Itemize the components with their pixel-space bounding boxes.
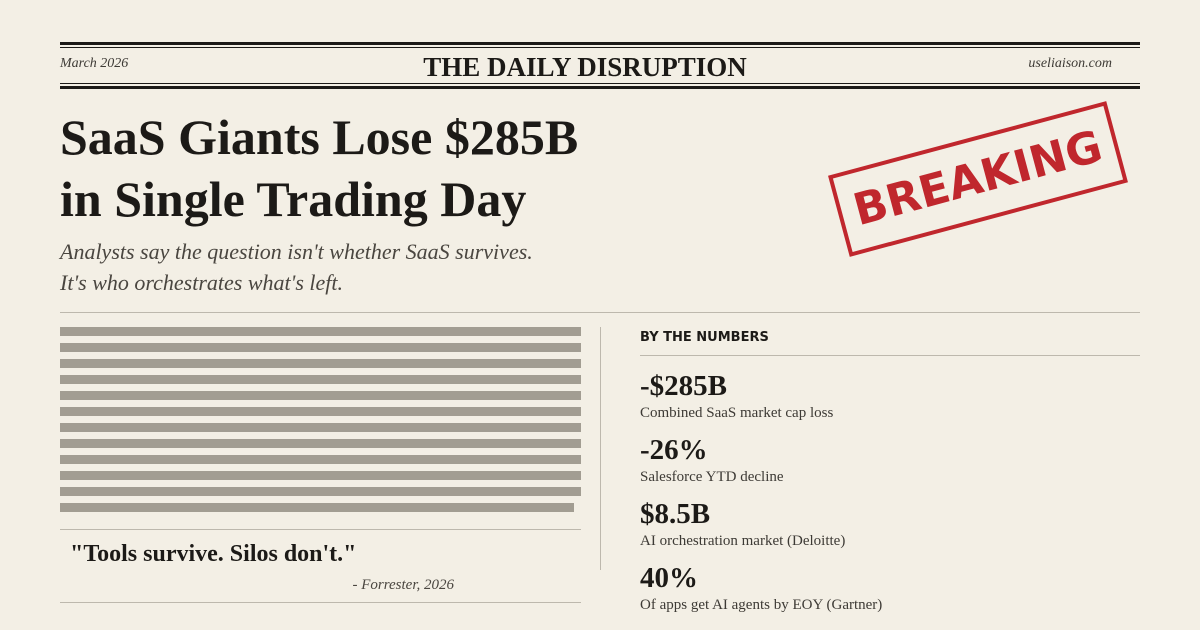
- placeholder-line: [60, 487, 581, 496]
- placeholder-line: [60, 455, 581, 464]
- stat-label: Combined SaaS market cap loss: [640, 405, 834, 421]
- stat-value: $8.5B: [640, 498, 711, 530]
- headline-line: SaaS Giants Lose $285B: [60, 109, 579, 165]
- date: March 2026: [60, 56, 129, 71]
- placeholder-line: [60, 503, 574, 512]
- headline: SaaS Giants Lose $285B in Single Trading…: [60, 106, 578, 230]
- stat-value: -26%: [640, 434, 708, 466]
- stat-label: AI orchestration market (Deloitte): [640, 533, 846, 549]
- placeholder-line: [60, 391, 581, 400]
- column-divider: [600, 327, 601, 570]
- masthead-title: THE DAILY DISRUPTION: [423, 52, 747, 82]
- placeholder-line: [60, 343, 581, 352]
- quote: "Tools survive. Silos don't.": [70, 541, 357, 567]
- placeholder-line: [60, 327, 581, 336]
- placeholder-line: [60, 423, 581, 432]
- attribution: - Forrester, 2026: [352, 577, 454, 593]
- stat-label: Salesforce YTD decline: [640, 469, 784, 485]
- subtitle: Analysts say the question isn't whether …: [60, 236, 533, 298]
- rule: [60, 529, 581, 530]
- placeholder-line: [60, 471, 581, 480]
- stamp: BREAKING: [828, 101, 1128, 257]
- placeholder-line: [60, 407, 581, 416]
- placeholder-line: [60, 375, 581, 384]
- rule: [640, 355, 1140, 356]
- rule: [60, 83, 1140, 84]
- headline-line: in Single Trading Day: [60, 171, 527, 227]
- placeholder-line: [60, 359, 581, 368]
- rule: [60, 602, 581, 603]
- rule: [60, 42, 1140, 45]
- stat-value: -$285B: [640, 370, 727, 402]
- rule: [60, 47, 1140, 48]
- subtitle-line: It's who orchestrates what's left.: [60, 270, 343, 295]
- rule: [60, 86, 1140, 89]
- sidebar-heading: BY THE NUMBERS: [640, 330, 769, 345]
- stat-label: Of apps get AI agents by EOY (Gartner): [640, 597, 883, 613]
- subtitle-line: Analysts say the question isn't whether …: [60, 239, 533, 264]
- placeholder-line: [60, 439, 581, 448]
- stat-value: 40%: [640, 562, 698, 594]
- site: useliaison.com: [1028, 56, 1112, 71]
- rule: [60, 312, 1140, 313]
